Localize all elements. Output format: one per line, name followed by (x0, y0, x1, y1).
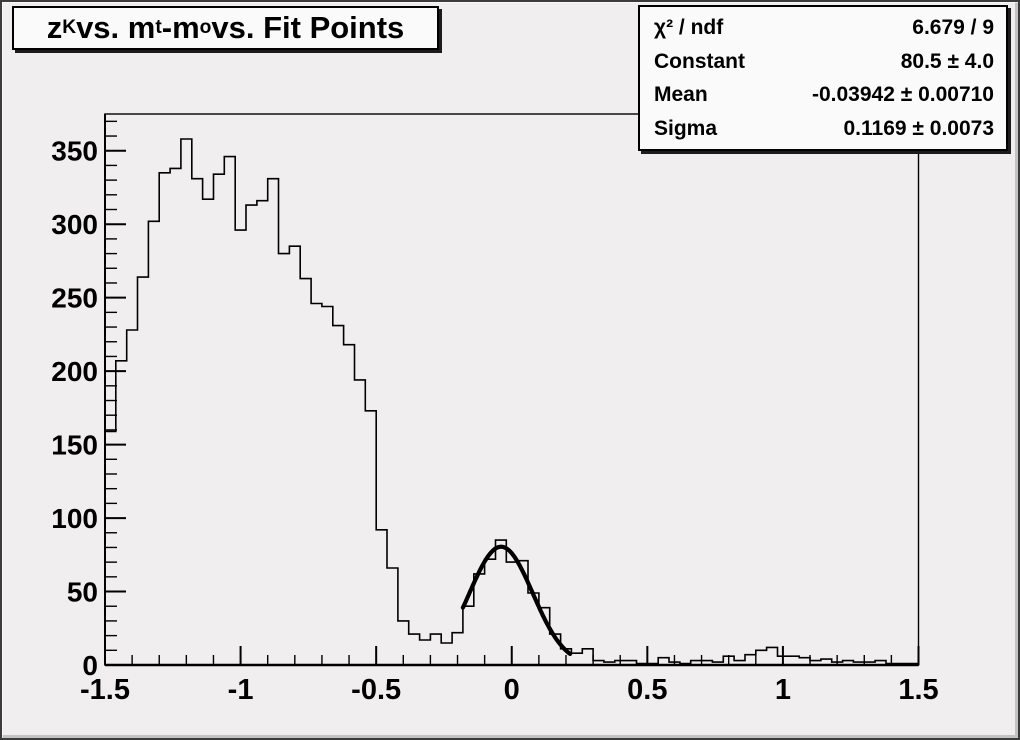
stats-value: 6.679 / 9 (912, 16, 994, 40)
y-axis-tick-label: 200 (51, 356, 98, 387)
stats-label: χ² / ndf (654, 16, 724, 40)
y-axis-tick-label: 50 (67, 577, 98, 608)
stats-row: Constant 80.5 ± 4.0 (654, 51, 994, 72)
x-axis-tick-label: 1 (775, 674, 791, 706)
x-axis-tick-label: 0.5 (627, 674, 667, 706)
y-axis-tick-label: 100 (51, 503, 98, 534)
title-text: vs. m (76, 10, 156, 45)
y-axis-tick-label: 0 (82, 650, 98, 681)
stats-label: Sigma (654, 116, 718, 140)
stats-row: χ² / ndf 6.679 / 9 (654, 17, 994, 38)
x-axis-tick-label: -1 (228, 674, 254, 706)
stats-value: 80.5 ± 4.0 (900, 49, 994, 73)
y-axis-tick-label: 150 (51, 430, 98, 461)
stats-label: Constant (654, 49, 745, 73)
title-subscript: o (199, 17, 212, 38)
y-axis-tick-label: 350 (51, 136, 98, 167)
stats-value: 0.1169 ± 0.0073 (843, 116, 995, 140)
x-axis-tick-label: -1.5 (80, 674, 130, 706)
y-axis-tick-label: 250 (51, 283, 98, 314)
y-axis-tick-label: 300 (51, 209, 98, 240)
histogram-outline (104, 138, 920, 665)
x-axis-tick-label: -0.5 (351, 674, 401, 706)
stats-label: Mean (654, 83, 708, 107)
title-subscript: t (155, 17, 162, 38)
gaussian-fit-curve (460, 544, 573, 657)
x-axis-tick-label: 1.5 (898, 674, 938, 706)
stats-row: Mean -0.03942 ± 0.00710 (654, 84, 994, 105)
title-subscript: K (62, 17, 77, 38)
title-text: z (46, 10, 63, 45)
title-text: -m (161, 10, 200, 45)
stats-box: χ² / ndf 6.679 / 9 Constant 80.5 ± 4.0 Mean -… (638, 5, 1008, 151)
title-text: vs. Fit Points (211, 10, 405, 45)
x-axis-tick-label: 0 (504, 674, 520, 706)
stats-row: Sigma 0.1169 ± 0.0073 (654, 118, 994, 139)
stats-value: -0.03942 ± 0.00710 (811, 83, 994, 107)
plot-frame (104, 113, 920, 666)
